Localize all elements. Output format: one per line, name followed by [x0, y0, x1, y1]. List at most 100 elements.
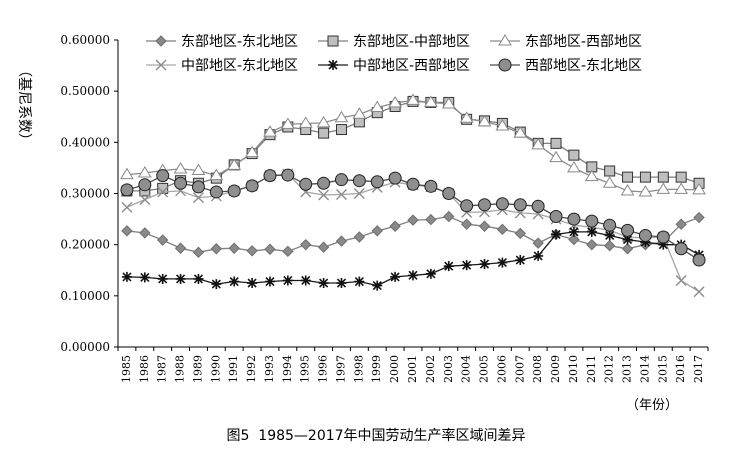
- data-point: [478, 220, 491, 232]
- data-point: [585, 214, 599, 228]
- legend-label: 中部地区-东北地区: [181, 58, 298, 74]
- legend-item: 中部地区-西部地区: [318, 58, 470, 74]
- legend-label: 中部地区-西部地区: [353, 58, 470, 74]
- data-point: [675, 171, 687, 183]
- data-point: [496, 223, 509, 236]
- data-point: [692, 182, 706, 195]
- data-point: [227, 184, 241, 198]
- data-point: [121, 201, 133, 213]
- x-tick-label: 1987: [156, 355, 169, 383]
- data-point: [139, 272, 150, 283]
- x-tick-label: 2002: [424, 355, 437, 383]
- data-point: [354, 276, 365, 287]
- y-tick-label: 0.60000: [60, 33, 110, 47]
- data-point: [191, 180, 205, 194]
- legend-label: 西部地区-东北地区: [525, 58, 642, 74]
- x-tick-label: 1989: [191, 355, 204, 383]
- y-tick-label: 0.50000: [60, 84, 110, 98]
- data-point: [622, 234, 633, 245]
- data-point: [334, 110, 349, 123]
- data-point: [656, 230, 670, 244]
- data-point: [639, 171, 651, 183]
- data-point: [425, 213, 437, 226]
- data-point: [327, 35, 339, 47]
- x-tick-label: 2011: [585, 355, 598, 383]
- data-point: [461, 260, 472, 271]
- figure-caption: 图5 1985—2017年中国劳动生产率区域间差异: [0, 425, 752, 445]
- series-1: [121, 210, 705, 259]
- data-point: [352, 107, 367, 119]
- data-point: [298, 116, 313, 128]
- x-tick-label: 2015: [656, 355, 669, 383]
- data-point: [173, 161, 188, 174]
- x-tick-label: 2005: [478, 355, 491, 383]
- legend-label: 东部地区-东北地区: [181, 34, 298, 50]
- data-point: [120, 183, 134, 197]
- data-point: [209, 168, 224, 181]
- data-point: [174, 176, 188, 190]
- data-point: [675, 218, 687, 230]
- data-point: [388, 95, 403, 108]
- data-point: [656, 182, 671, 194]
- legend-item: 西部地区-东北地区: [490, 58, 642, 74]
- data-point: [317, 176, 331, 190]
- legend-item: 东部地区-西部地区: [490, 34, 642, 50]
- x-tick-label: 2010: [567, 355, 580, 383]
- x-tick-label: 1990: [209, 355, 222, 383]
- legend-item: 东部地区-中部地区: [318, 34, 470, 50]
- x-tick-label: 1992: [245, 355, 258, 383]
- data-point: [121, 225, 133, 237]
- data-point: [155, 59, 167, 71]
- data-point: [245, 179, 259, 193]
- data-point: [513, 126, 528, 138]
- data-point: [137, 166, 152, 178]
- data-point: [175, 273, 186, 284]
- data-point: [479, 259, 490, 270]
- y-tick-label: 0.20000: [60, 238, 110, 252]
- x-tick-label: 2004: [460, 355, 473, 383]
- data-point: [282, 245, 294, 258]
- data-point: [638, 228, 652, 242]
- y-axis-label: （基尼系数）: [16, 63, 33, 147]
- figure-title: 1985—2017年中国劳动生产率区域间差异: [258, 428, 526, 444]
- data-point: [674, 242, 688, 256]
- data-point: [156, 169, 170, 183]
- data-point: [352, 174, 366, 188]
- data-point: [425, 268, 436, 279]
- data-point: [532, 237, 544, 249]
- data-point: [604, 230, 615, 241]
- data-point: [157, 182, 169, 194]
- data-point: [515, 255, 526, 266]
- data-point: [121, 271, 132, 282]
- data-point: [263, 125, 277, 137]
- data-point: [675, 274, 687, 286]
- data-point: [157, 273, 168, 284]
- data-point: [568, 226, 579, 237]
- data-point: [441, 96, 456, 109]
- data-point: [193, 273, 204, 284]
- data-point: [318, 127, 330, 139]
- data-point: [371, 225, 383, 237]
- data-point: [336, 278, 347, 289]
- data-point: [318, 278, 329, 289]
- data-point: [693, 286, 705, 298]
- series-5: [121, 226, 705, 291]
- data-point: [657, 171, 669, 183]
- data-point: [621, 243, 634, 255]
- data-point: [227, 158, 242, 170]
- data-point: [335, 124, 347, 136]
- x-tick-label: 2006: [495, 355, 508, 383]
- data-point: [299, 177, 313, 191]
- series-6: [120, 168, 706, 267]
- data-point: [406, 177, 420, 191]
- x-tick-label: 2008: [531, 355, 544, 383]
- data-point: [531, 137, 546, 150]
- data-point: [498, 34, 512, 46]
- data-point: [318, 189, 330, 201]
- data-point: [406, 93, 420, 105]
- data-point: [211, 279, 222, 290]
- data-point: [423, 95, 438, 107]
- data-point: [567, 212, 581, 226]
- x-tick-label: 1993: [263, 355, 276, 383]
- data-point: [550, 137, 562, 149]
